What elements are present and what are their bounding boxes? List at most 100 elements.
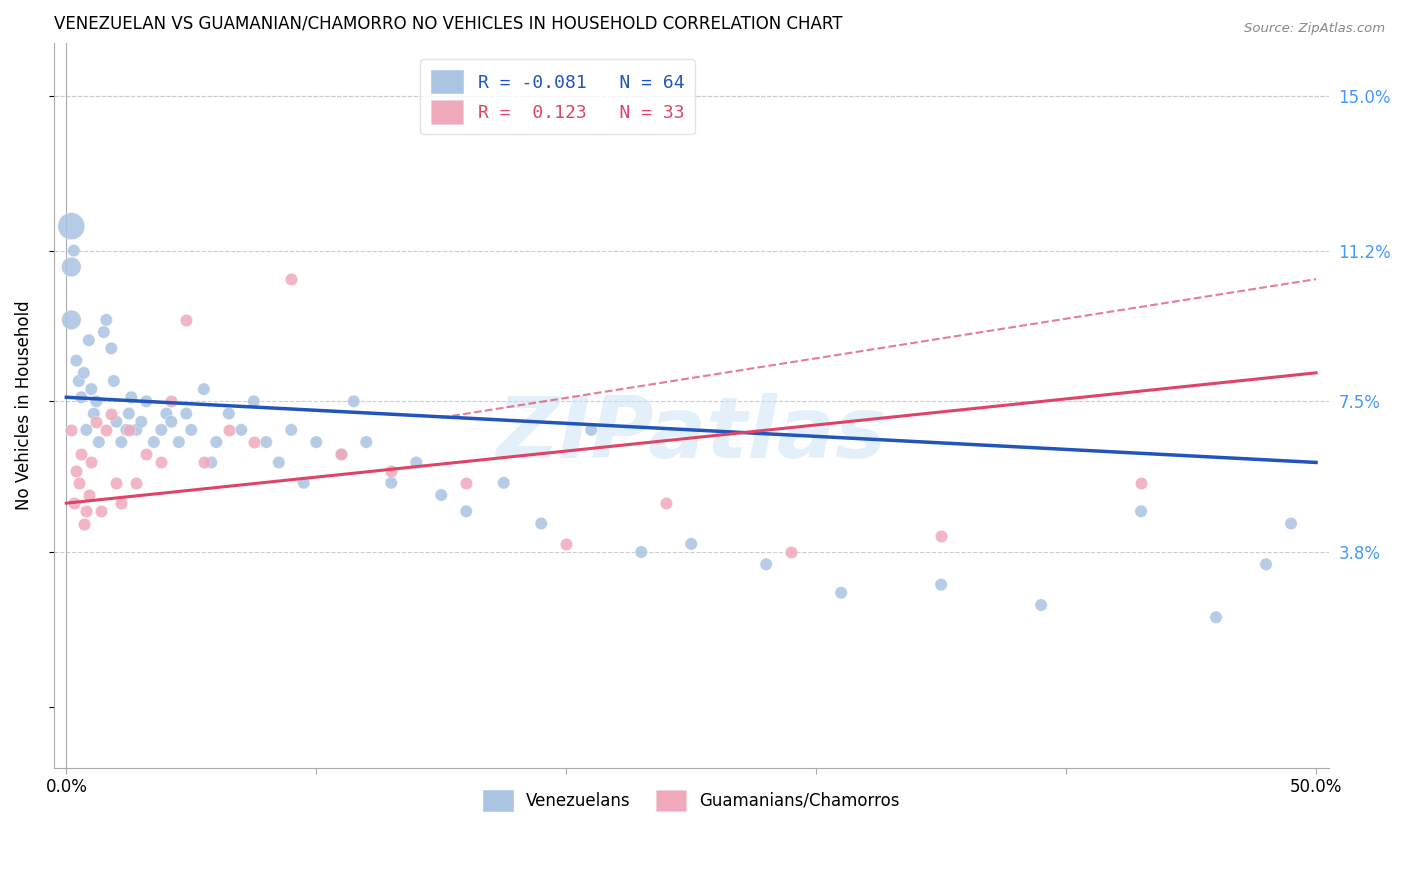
Point [150, 423, 173, 437]
Point [456, 475, 478, 490]
Point [80, 382, 103, 396]
Point [105, 415, 128, 429]
Point [150, 455, 173, 469]
Point [70, 447, 93, 461]
Point [755, 558, 778, 572]
Point [555, 537, 578, 551]
Point [218, 423, 240, 437]
Point [60, 260, 83, 274]
Point [60, 423, 83, 437]
Point [655, 496, 678, 510]
Point [630, 545, 652, 559]
Point [160, 415, 183, 429]
Point [115, 423, 138, 437]
Point [405, 455, 427, 469]
Point [86, 415, 108, 429]
Point [65, 353, 87, 368]
Point [579, 423, 602, 437]
Point [60, 313, 83, 327]
Point [142, 435, 165, 450]
Point [354, 435, 377, 450]
Point [110, 496, 132, 510]
Point [780, 545, 803, 559]
Point [280, 423, 302, 437]
Point [96, 423, 118, 437]
Point [93, 325, 115, 339]
Point [681, 537, 703, 551]
Point [103, 374, 125, 388]
Point [180, 423, 202, 437]
Point [530, 516, 553, 531]
Point [80, 455, 103, 469]
Point [380, 475, 402, 490]
Point [280, 272, 302, 286]
Point [73, 366, 96, 380]
Point [929, 529, 952, 543]
Point [125, 423, 148, 437]
Point [77, 333, 100, 347]
Point [160, 394, 183, 409]
Point [343, 394, 366, 409]
Point [456, 504, 478, 518]
Point [292, 475, 315, 490]
Point [75, 423, 97, 437]
Point [100, 342, 122, 356]
Point [380, 464, 402, 478]
Point [67, 475, 90, 490]
Point [86, 394, 108, 409]
Point [929, 577, 952, 591]
Point [100, 407, 122, 421]
Point [77, 488, 100, 502]
Point [70, 390, 93, 404]
Point [193, 455, 215, 469]
Point [205, 435, 228, 450]
Point [231, 423, 253, 437]
Point [67, 374, 90, 388]
Legend: Venezuelans, Guamanians/Chamorros: Venezuelans, Guamanians/Chamorros [477, 783, 907, 818]
Point [176, 407, 198, 421]
Point [1029, 598, 1052, 612]
Point [63, 496, 86, 510]
Point [96, 313, 118, 327]
Point [75, 504, 97, 518]
Point [305, 435, 328, 450]
Point [1254, 558, 1277, 572]
Point [105, 475, 128, 490]
Point [63, 244, 86, 258]
Point [1205, 610, 1227, 624]
Point [155, 407, 177, 421]
Point [218, 407, 240, 421]
Text: VENEZUELAN VS GUAMANIAN/CHAMORRO NO VEHICLES IN HOUSEHOLD CORRELATION CHART: VENEZUELAN VS GUAMANIAN/CHAMORRO NO VEHI… [53, 15, 842, 33]
Point [118, 407, 141, 421]
Point [135, 447, 157, 461]
Point [110, 435, 132, 450]
Point [131, 415, 153, 429]
Point [120, 390, 142, 404]
Point [118, 423, 141, 437]
Point [243, 435, 266, 450]
Point [267, 455, 290, 469]
Point [65, 464, 87, 478]
Point [330, 447, 353, 461]
Point [73, 516, 96, 531]
Point [83, 407, 105, 421]
Point [60, 219, 83, 234]
Text: ZIPatlas: ZIPatlas [496, 392, 886, 476]
Point [90, 504, 112, 518]
Point [176, 313, 198, 327]
Point [167, 435, 190, 450]
Point [243, 394, 266, 409]
Point [1130, 475, 1153, 490]
Point [430, 488, 453, 502]
Point [125, 475, 148, 490]
Point [1130, 504, 1153, 518]
Point [1279, 516, 1302, 531]
Point [87, 435, 110, 450]
Point [200, 455, 222, 469]
Point [330, 447, 353, 461]
Text: Source: ZipAtlas.com: Source: ZipAtlas.com [1244, 22, 1385, 36]
Point [830, 586, 852, 600]
Point [492, 475, 515, 490]
Y-axis label: No Vehicles in Household: No Vehicles in Household [15, 301, 32, 510]
Point [193, 382, 215, 396]
